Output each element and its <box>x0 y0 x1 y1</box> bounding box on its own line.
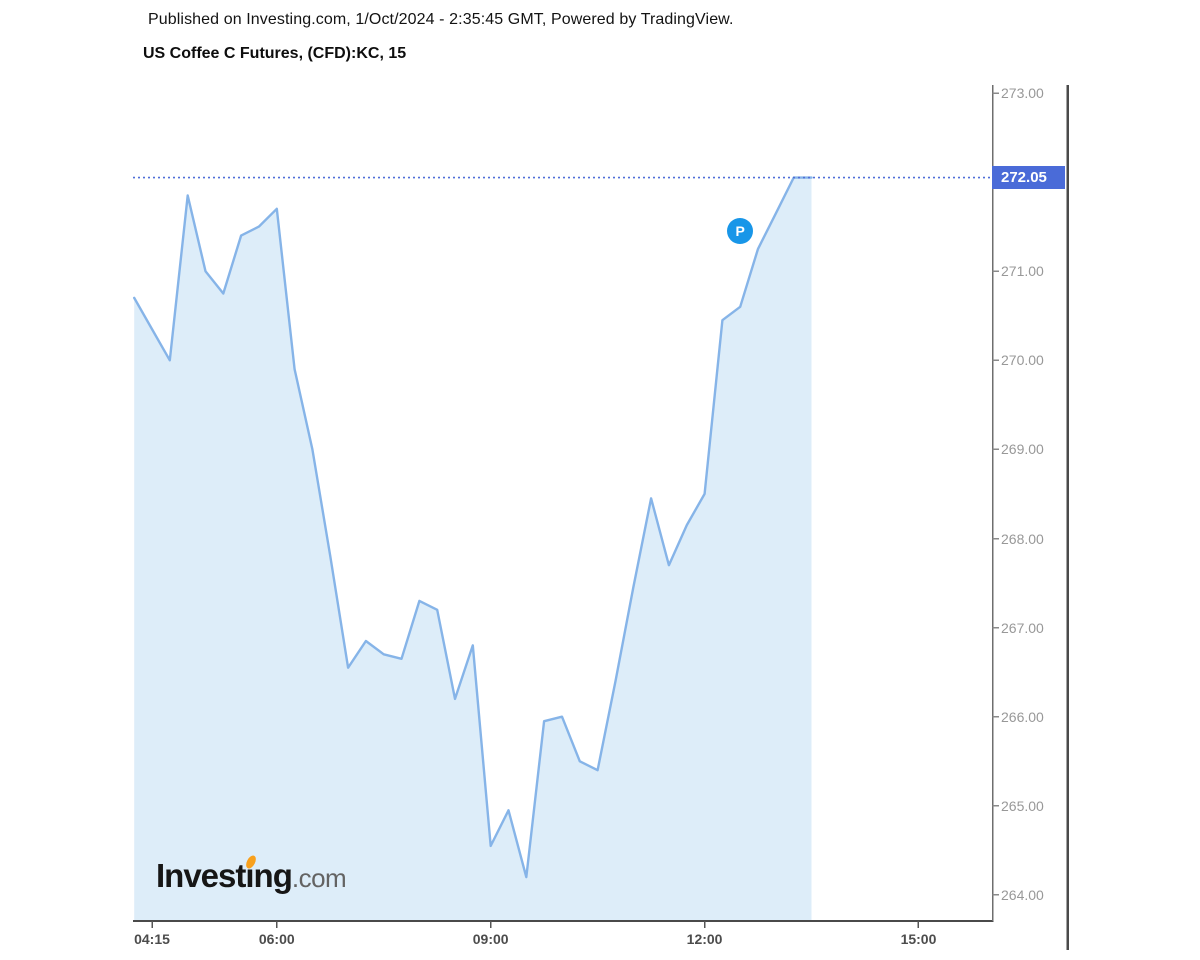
price-tick-label: 273.00 <box>1001 85 1044 101</box>
price-tick-label: 264.00 <box>1001 886 1044 903</box>
time-tick-label: 06:00 <box>258 931 295 947</box>
instrument-title: US Coffee C Futures, (CFD):KC, 15 <box>143 45 407 62</box>
price-tick-label: 271.00 <box>1001 263 1044 280</box>
last-price-badge: 272.05 <box>992 166 1065 190</box>
investing-logo: Investing .com <box>156 853 347 894</box>
logo-brand-text: Investing <box>156 857 293 894</box>
price-tick-marks <box>992 92 999 896</box>
last-price-value: 272.05 <box>1001 169 1047 187</box>
published-line: Published on Investing.com, 1/Oct/2024 -… <box>148 11 734 28</box>
time-tick-label: 04:15 <box>134 931 170 947</box>
time-tick-label: 15:00 <box>900 931 937 947</box>
event-marker[interactable]: P <box>727 218 754 245</box>
time-tick-marks <box>151 921 920 928</box>
series-price-line <box>133 176 813 879</box>
price-tick-label: 265.00 <box>1001 797 1044 814</box>
time-tick-label: 09:00 <box>472 931 509 947</box>
price-tick-label: 266.00 <box>1001 708 1044 725</box>
event-marker-label: P <box>735 223 745 240</box>
logo-com-text: .com <box>291 863 347 893</box>
time-tick-label: 12:00 <box>686 931 723 947</box>
price-tick-label: 268.00 <box>1001 530 1044 547</box>
time-scale-pane[interactable]: 04:15 06:00 09:00 12:00 15:00 <box>133 924 993 954</box>
price-tick-label: 270.00 <box>1001 352 1044 369</box>
series-area-fill <box>134 177 812 922</box>
price-scale-pane[interactable]: 272.05 273.00 271.00 270.00 269.00 268.00 267… <box>992 85 1068 951</box>
price-tick-label: 269.00 <box>1001 441 1044 458</box>
price-tick-label: 267.00 <box>1001 619 1044 636</box>
